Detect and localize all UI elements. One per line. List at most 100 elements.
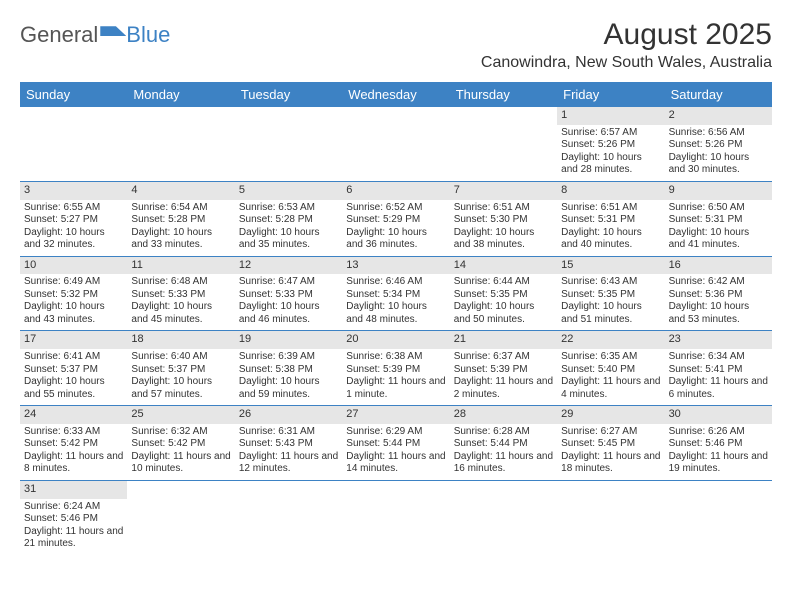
sunset-text: Sunset: 5:33 PM [239,289,338,302]
day-number: 27 [342,406,449,424]
day-number: 16 [665,257,772,275]
sunrise-text: Sunrise: 6:31 AM [239,426,338,439]
sunrise-text: Sunrise: 6:29 AM [346,426,445,439]
daylight-text: Daylight: 10 hours and 35 minutes. [239,227,338,252]
day-number: 4 [127,182,234,200]
sunrise-text: Sunrise: 6:32 AM [131,426,230,439]
sunrise-text: Sunrise: 6:26 AM [669,426,768,439]
sunset-text: Sunset: 5:30 PM [454,214,553,227]
sunset-text: Sunset: 5:31 PM [561,214,660,227]
daylight-text: Daylight: 11 hours and 12 minutes. [239,451,338,476]
calendar-page: General Blue August 2025 Canowindra, New… [0,0,792,555]
location-subtitle: Canowindra, New South Wales, Australia [481,54,772,72]
day-number: 12 [235,257,342,275]
sunset-text: Sunset: 5:35 PM [454,289,553,302]
daylight-text: Daylight: 10 hours and 30 minutes. [669,152,768,177]
weekday-label: Monday [127,82,234,107]
day-number: 10 [20,257,127,275]
calendar-cell: 5Sunrise: 6:53 AMSunset: 5:28 PMDaylight… [235,182,342,256]
calendar-cell: 16Sunrise: 6:42 AMSunset: 5:36 PMDayligh… [665,257,772,331]
daylight-text: Daylight: 10 hours and 46 minutes. [239,301,338,326]
weeks-container: 1Sunrise: 6:57 AMSunset: 5:26 PMDaylight… [20,107,772,555]
sunrise-text: Sunrise: 6:52 AM [346,202,445,215]
header: General Blue August 2025 Canowindra, New… [20,18,772,72]
day-number: 9 [665,182,772,200]
calendar-cell: 8Sunrise: 6:51 AMSunset: 5:31 PMDaylight… [557,182,664,256]
calendar-cell: 10Sunrise: 6:49 AMSunset: 5:32 PMDayligh… [20,257,127,331]
day-number: 13 [342,257,449,275]
sunrise-text: Sunrise: 6:38 AM [346,351,445,364]
daylight-text: Daylight: 10 hours and 41 minutes. [669,227,768,252]
sunset-text: Sunset: 5:33 PM [131,289,230,302]
calendar-cell [235,481,342,555]
day-number: 15 [557,257,664,275]
calendar-cell: 6Sunrise: 6:52 AMSunset: 5:29 PMDaylight… [342,182,449,256]
sunrise-text: Sunrise: 6:28 AM [454,426,553,439]
weekday-header: Sunday Monday Tuesday Wednesday Thursday… [20,82,772,107]
sunrise-text: Sunrise: 6:57 AM [561,127,660,140]
calendar-cell [127,481,234,555]
daylight-text: Daylight: 11 hours and 8 minutes. [24,451,123,476]
daylight-text: Daylight: 11 hours and 1 minute. [346,376,445,401]
sunset-text: Sunset: 5:31 PM [669,214,768,227]
sunrise-text: Sunrise: 6:35 AM [561,351,660,364]
calendar-cell [20,107,127,181]
sunrise-text: Sunrise: 6:37 AM [454,351,553,364]
day-number: 20 [342,331,449,349]
daylight-text: Daylight: 10 hours and 50 minutes. [454,301,553,326]
sunrise-text: Sunrise: 6:39 AM [239,351,338,364]
day-number: 25 [127,406,234,424]
sunrise-text: Sunrise: 6:33 AM [24,426,123,439]
day-number: 14 [450,257,557,275]
day-number: 7 [450,182,557,200]
day-number: 3 [20,182,127,200]
calendar-week: 10Sunrise: 6:49 AMSunset: 5:32 PMDayligh… [20,257,772,332]
sunrise-text: Sunrise: 6:34 AM [669,351,768,364]
day-number: 30 [665,406,772,424]
sunset-text: Sunset: 5:27 PM [24,214,123,227]
calendar-cell: 20 Sunrise: 6:38 AMSunset: 5:39 PMDayligh… [342,331,449,405]
sunrise-text: Sunrise: 6:24 AM [24,501,123,514]
calendar-cell: 17Sunrise: 6:41 AMSunset: 5:37 PMDayligh… [20,331,127,405]
sunrise-text: Sunrise: 6:51 AM [454,202,553,215]
weekday-label: Saturday [665,82,772,107]
calendar-cell: 25Sunrise: 6:32 AMSunset: 5:42 PMDayligh… [127,406,234,480]
daylight-text: Daylight: 10 hours and 53 minutes. [669,301,768,326]
calendar-cell: 21Sunrise: 6:37 AMSunset: 5:39 PMDayligh… [450,331,557,405]
daylight-text: Daylight: 10 hours and 36 minutes. [346,227,445,252]
sunrise-text: Sunrise: 6:44 AM [454,276,553,289]
sunset-text: Sunset: 5:41 PM [669,364,768,377]
daylight-text: Daylight: 10 hours and 43 minutes. [24,301,123,326]
logo-text-general: General [20,22,98,48]
day-number: 24 [20,406,127,424]
sunset-text: Sunset: 5:45 PM [561,438,660,451]
daylight-text: Daylight: 11 hours and 6 minutes. [669,376,768,401]
sunset-text: Sunset: 5:35 PM [561,289,660,302]
sunrise-text: Sunrise: 6:43 AM [561,276,660,289]
daylight-text: Daylight: 11 hours and 18 minutes. [561,451,660,476]
calendar-cell [342,107,449,181]
calendar-cell: 27Sunrise: 6:29 AMSunset: 5:44 PMDayligh… [342,406,449,480]
calendar-cell: 22Sunrise: 6:35 AMSunset: 5:40 PMDayligh… [557,331,664,405]
calendar-cell: 19Sunrise: 6:39 AMSunset: 5:38 PMDayligh… [235,331,342,405]
sunset-text: Sunset: 5:39 PM [346,364,445,377]
daylight-text: Daylight: 10 hours and 57 minutes. [131,376,230,401]
daylight-text: Daylight: 10 hours and 59 minutes. [239,376,338,401]
day-number: 17 [20,331,127,349]
day-number: 1 [557,107,664,125]
day-number: 18 [127,331,234,349]
sunset-text: Sunset: 5:44 PM [454,438,553,451]
calendar-cell [342,481,449,555]
daylight-text: Daylight: 10 hours and 28 minutes. [561,152,660,177]
sunrise-text: Sunrise: 6:41 AM [24,351,123,364]
page-title: August 2025 [481,18,772,52]
sunrise-text: Sunrise: 6:47 AM [239,276,338,289]
sunset-text: Sunset: 5:32 PM [24,289,123,302]
calendar-week: 17Sunrise: 6:41 AMSunset: 5:37 PMDayligh… [20,331,772,406]
weekday-label: Sunday [20,82,127,107]
day-number: 26 [235,406,342,424]
calendar-cell [450,107,557,181]
day-number: 21 [450,331,557,349]
sunrise-text: Sunrise: 6:40 AM [131,351,230,364]
weekday-label: Thursday [450,82,557,107]
